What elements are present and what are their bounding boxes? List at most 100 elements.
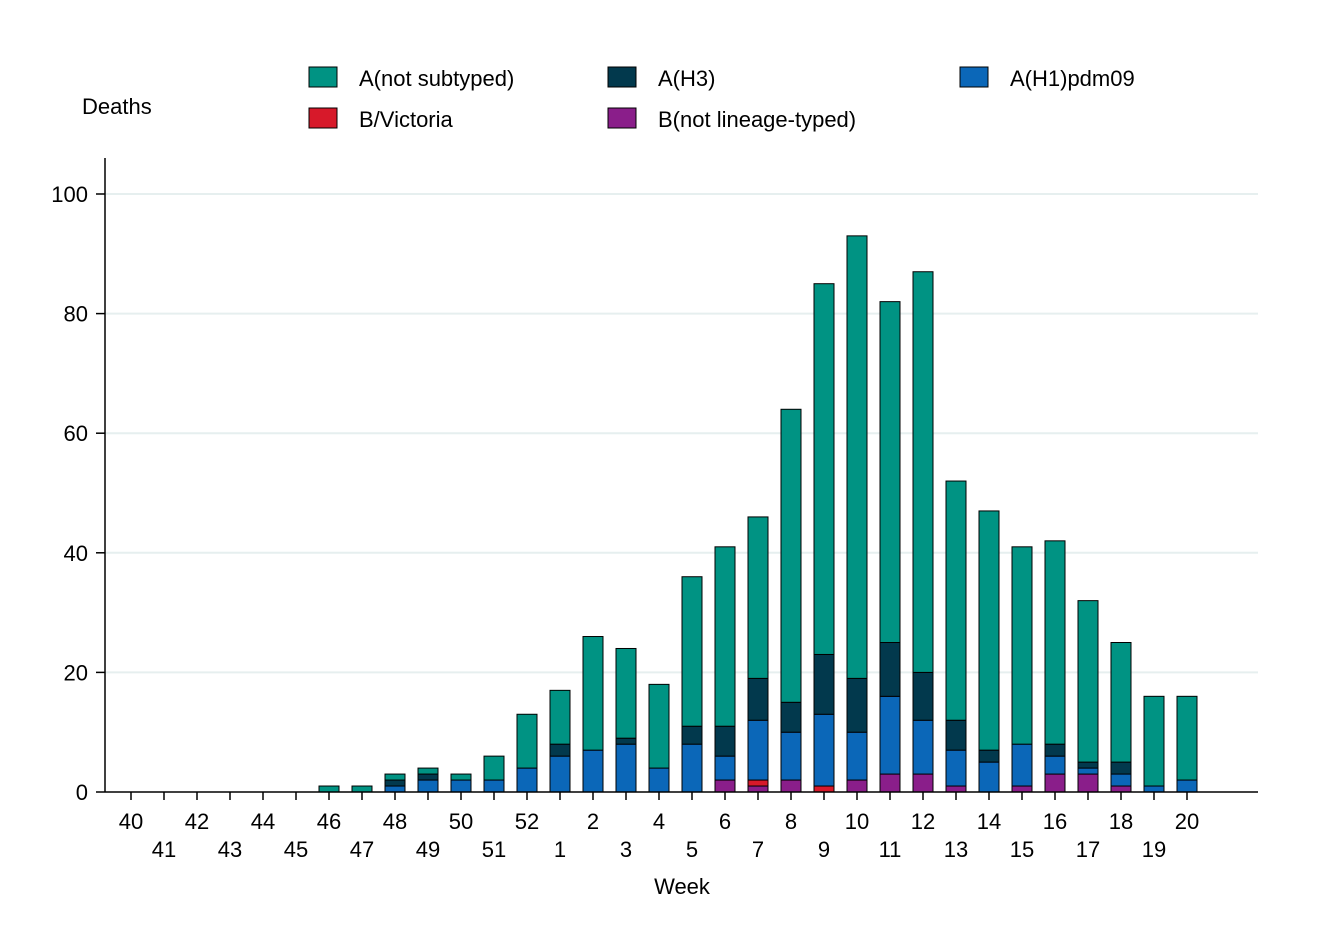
legend-label: A(H3) xyxy=(658,66,715,91)
bar-segment xyxy=(780,779,802,793)
y-axis-ticks: 0 20 40 60 80 100 xyxy=(51,182,105,805)
bar-segment xyxy=(417,773,439,781)
bar-segment xyxy=(549,755,571,793)
x-tick-label: 46 xyxy=(317,809,341,834)
bar-segment xyxy=(1143,785,1165,793)
axes xyxy=(104,158,1258,793)
x-tick-label: 20 xyxy=(1175,809,1199,834)
bar-segment xyxy=(516,767,538,793)
legend-swatch xyxy=(308,107,338,129)
bar-segment xyxy=(483,755,505,781)
bars xyxy=(318,235,1198,793)
bar-segment xyxy=(483,779,505,793)
x-tick-label: 8 xyxy=(785,809,797,834)
bar-segment xyxy=(549,743,571,757)
bar-segment xyxy=(747,677,769,721)
bar-segment xyxy=(846,235,868,679)
x-tick-label: 13 xyxy=(944,837,968,862)
legend-swatch xyxy=(308,66,338,88)
bar-segment xyxy=(1110,785,1132,793)
bar-segment xyxy=(879,301,901,643)
bar-segment xyxy=(351,785,373,793)
x-tick-label: 11 xyxy=(879,837,902,862)
bar-segment xyxy=(1143,695,1165,787)
legend-label: A(H1)pdm09 xyxy=(1010,66,1135,91)
bar-segment xyxy=(582,749,604,793)
x-tick-label: 41 xyxy=(152,837,176,862)
bar-segment xyxy=(1044,755,1066,775)
bar-segment xyxy=(615,647,637,739)
bar-segment xyxy=(648,683,670,769)
x-tick-label: 12 xyxy=(911,809,935,834)
bar-segment xyxy=(714,725,736,757)
x-tick-label: 6 xyxy=(719,809,731,834)
bar-segment xyxy=(1011,546,1033,745)
bar-segment xyxy=(912,719,934,775)
bar-segment xyxy=(318,785,340,793)
x-tick-label: 49 xyxy=(416,837,440,862)
legend-label: B/Victoria xyxy=(359,107,454,132)
x-tick-label: 50 xyxy=(449,809,473,834)
bar-segment xyxy=(846,677,868,733)
x-tick-label: 10 xyxy=(845,809,869,834)
bar-segment xyxy=(945,480,967,721)
bar-segment xyxy=(1077,767,1099,775)
bar-segment xyxy=(879,642,901,697)
bar-segment xyxy=(714,755,736,781)
bar-segment xyxy=(648,767,670,793)
legend-label: B(not lineage-typed) xyxy=(658,107,856,132)
bar-segment xyxy=(714,779,736,793)
bar-segment xyxy=(780,701,802,733)
bar-segment xyxy=(549,689,571,745)
bar-segment xyxy=(516,713,538,769)
x-tick-label: 7 xyxy=(752,837,764,862)
x-tick-label: 15 xyxy=(1010,837,1034,862)
bar-segment xyxy=(1077,761,1099,769)
bar-segment xyxy=(714,546,736,727)
bar-segment xyxy=(747,516,769,679)
bar-segment xyxy=(384,779,406,787)
bar-segment xyxy=(912,271,934,673)
bar-segment xyxy=(1176,779,1198,793)
bar-segment xyxy=(978,510,1000,751)
bar-segment xyxy=(1176,695,1198,781)
bar-segment xyxy=(780,408,802,703)
bar-segment xyxy=(945,785,967,793)
bar-segment xyxy=(681,725,703,745)
x-tick-label: 47 xyxy=(350,837,374,862)
bar-segment xyxy=(846,779,868,793)
y-tick-label: 20 xyxy=(64,660,88,685)
bar-segment xyxy=(417,767,439,775)
x-tick-label: 45 xyxy=(284,837,308,862)
bar-segment xyxy=(1011,785,1033,793)
x-tick-label: 16 xyxy=(1043,809,1067,834)
bar-segment xyxy=(780,731,802,781)
bar-segment xyxy=(450,779,472,793)
x-tick-label: 4 xyxy=(653,809,665,834)
bar-segment xyxy=(813,653,835,715)
bar-segment xyxy=(1110,642,1132,763)
bar-segment xyxy=(384,773,406,781)
bar-segment xyxy=(912,671,934,721)
x-tick-label: 51 xyxy=(482,837,506,862)
x-tick-label: 42 xyxy=(185,809,209,834)
x-tick-label: 52 xyxy=(515,809,539,834)
x-tick-label: 1 xyxy=(554,837,566,862)
bar-segment xyxy=(1044,773,1066,793)
bar-segment xyxy=(1077,600,1099,763)
x-tick-label: 3 xyxy=(620,837,632,862)
bar-segment xyxy=(813,283,835,655)
x-tick-label: 17 xyxy=(1076,837,1100,862)
bar-segment xyxy=(813,785,835,793)
y-tick-label: 60 xyxy=(64,421,88,446)
x-tick-label: 40 xyxy=(119,809,143,834)
legend-swatch xyxy=(959,66,989,88)
bar-segment xyxy=(450,773,472,781)
x-tick-label: 43 xyxy=(218,837,242,862)
bar-segment xyxy=(615,743,637,793)
x-axis-title: Week xyxy=(654,874,711,899)
bar-segment xyxy=(681,576,703,727)
x-tick-label: 9 xyxy=(818,837,830,862)
bar-segment xyxy=(1011,743,1033,787)
